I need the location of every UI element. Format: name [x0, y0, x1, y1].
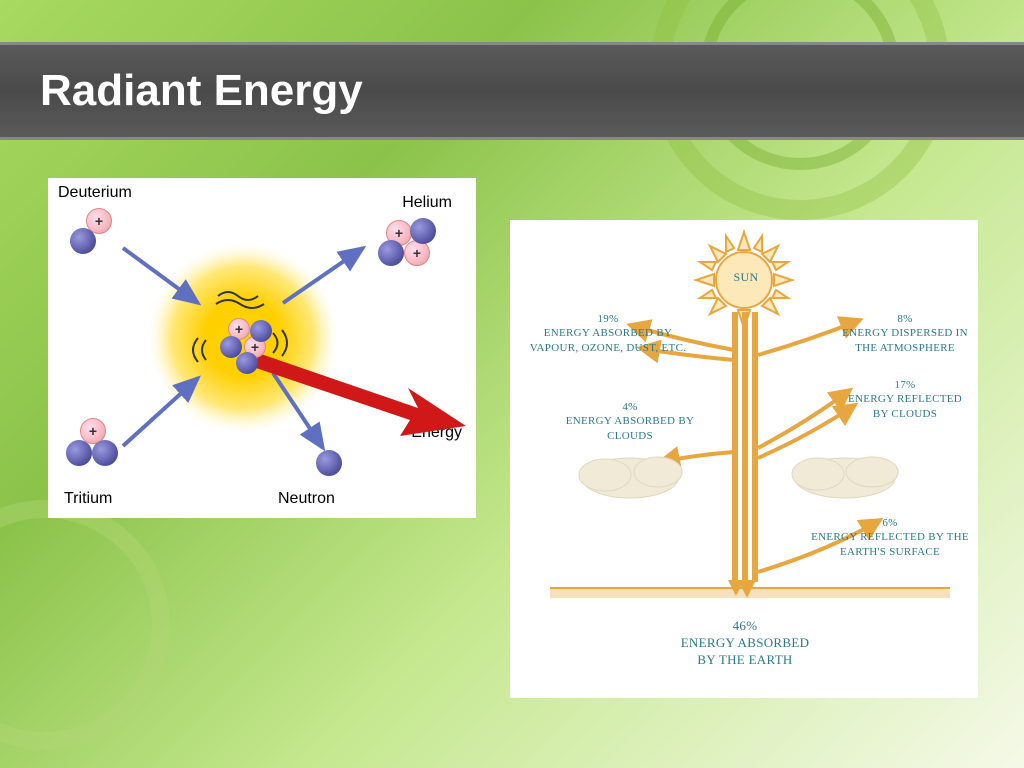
solar-item: 17% ENERGY REFLECTED BY CLOUDS — [840, 378, 970, 421]
proton-icon: + — [404, 240, 430, 266]
fusion-diagram: Deuterium Helium Tritium Neutron Energy — [48, 178, 476, 518]
neutron-icon — [70, 228, 96, 254]
txt: ENERGY ABSORBED BY CLOUDS — [566, 415, 694, 441]
solar-item: 4% ENERGY ABSORBED BY CLOUDS — [565, 400, 695, 443]
pct: 8% — [897, 313, 912, 325]
title-bar: Radiant Energy — [0, 42, 1024, 140]
neutron-icon — [410, 218, 436, 244]
pct: 4% — [622, 401, 637, 413]
pct: 46% — [733, 618, 758, 633]
solar-item: 19% ENERGY ABSORBED BY VAPOUR, OZONE, DU… — [528, 312, 688, 355]
neutron-icon — [250, 320, 272, 342]
neutron-icon — [316, 450, 342, 476]
pct: 17% — [894, 379, 915, 391]
neutron-icon — [92, 440, 118, 466]
txt: ENERGY ABSORBED BY VAPOUR, OZONE, DUST, … — [530, 327, 687, 353]
txt: ENERGY ABSORBED BY THE EARTH — [681, 635, 810, 667]
txt: ENERGY REFLECTED BY THE EARTH'S SURFACE — [811, 531, 969, 557]
solar-item: 8% ENERGY DISPERSED IN THE ATMOSPHERE — [840, 312, 970, 355]
solar-item: 46% ENERGY ABSORBED BY THE EARTH — [670, 618, 820, 669]
neutron-icon — [378, 240, 404, 266]
sun-label: SUN — [726, 270, 766, 286]
pct: 19% — [597, 313, 618, 325]
neutron-icon — [66, 440, 92, 466]
solar-item: 6% ENERGY REFLECTED BY THE EARTH'S SURFA… — [810, 516, 970, 559]
solar-diagram: SUN 19% ENERGY ABSORBED BY VAPOUR, OZONE… — [510, 220, 978, 698]
txt: ENERGY DISPERSED IN THE ATMOSPHERE — [842, 327, 968, 353]
txt: ENERGY REFLECTED BY CLOUDS — [848, 393, 962, 419]
bg-swirl — [0, 500, 170, 750]
neutron-icon — [236, 352, 258, 374]
page-title: Radiant Energy — [40, 66, 363, 116]
pct: 6% — [882, 517, 897, 529]
